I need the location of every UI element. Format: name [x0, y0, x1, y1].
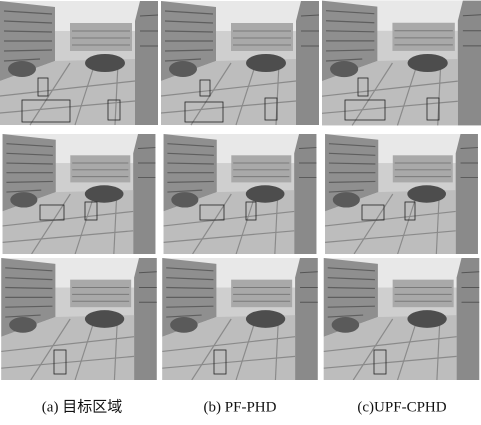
- box: [361, 204, 385, 221]
- caption: (c)UPF-CPHD: [357, 399, 446, 415]
- frame-image: [1, 134, 157, 254]
- box: [107, 99, 121, 121]
- box: [357, 77, 369, 97]
- box: [199, 204, 225, 221]
- box: [184, 101, 224, 123]
- box: [213, 349, 227, 375]
- box: [245, 201, 257, 221]
- box: [344, 99, 386, 121]
- image-grid: [0, 0, 481, 380]
- box: [37, 77, 49, 97]
- caption: (b) PF-PHD: [204, 399, 277, 415]
- frame-image: [161, 258, 319, 380]
- box: [39, 204, 65, 221]
- box: [426, 97, 440, 121]
- box: [264, 97, 278, 121]
- box: [404, 201, 416, 221]
- frame-image: [324, 134, 479, 254]
- frame-image: [323, 258, 480, 380]
- frame-image: [322, 0, 481, 126]
- frame-image: [0, 258, 158, 380]
- caption: (a) 目标区域: [42, 398, 122, 415]
- box: [21, 99, 71, 123]
- box: [53, 349, 67, 375]
- box: [84, 201, 98, 221]
- frame-image: [162, 134, 318, 254]
- tracking-boxes: [21, 77, 440, 375]
- box: [373, 349, 387, 375]
- frame-image: [0, 0, 158, 126]
- box: [199, 79, 211, 97]
